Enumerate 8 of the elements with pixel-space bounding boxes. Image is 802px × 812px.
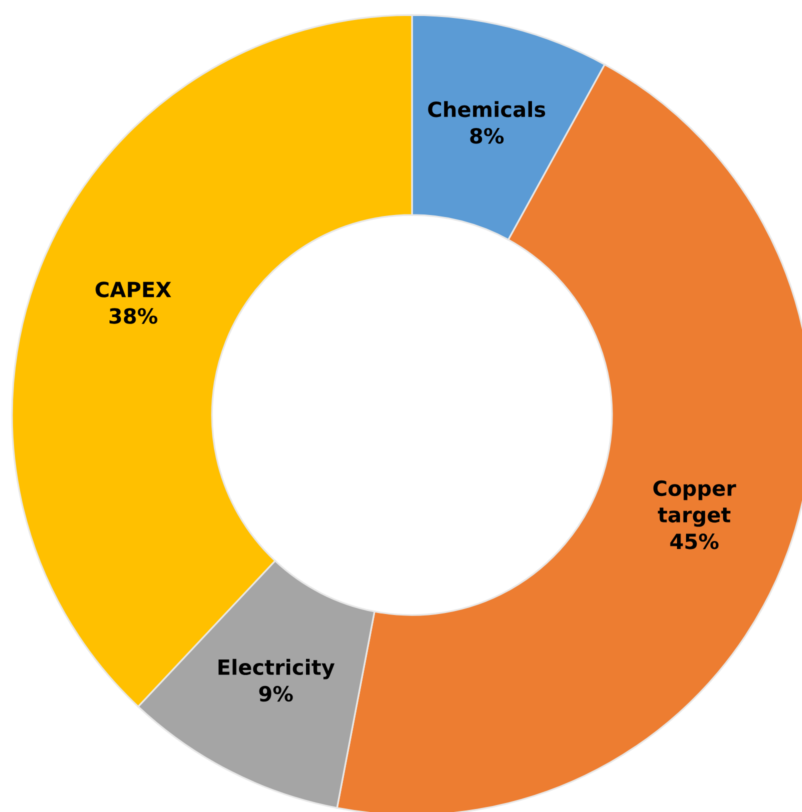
- slice-label: Chemicals: [428, 101, 546, 118]
- slice-label: CAPEX: [96, 282, 172, 298]
- slice-label: Copper target: [653, 480, 736, 527]
- data-label: 45%: [670, 533, 719, 550]
- data-label: 8%: [470, 128, 504, 144]
- data-label: 9%: [259, 686, 293, 702]
- slice-label: Electricity: [218, 658, 335, 680]
- data-label: 38%: [110, 308, 158, 324]
